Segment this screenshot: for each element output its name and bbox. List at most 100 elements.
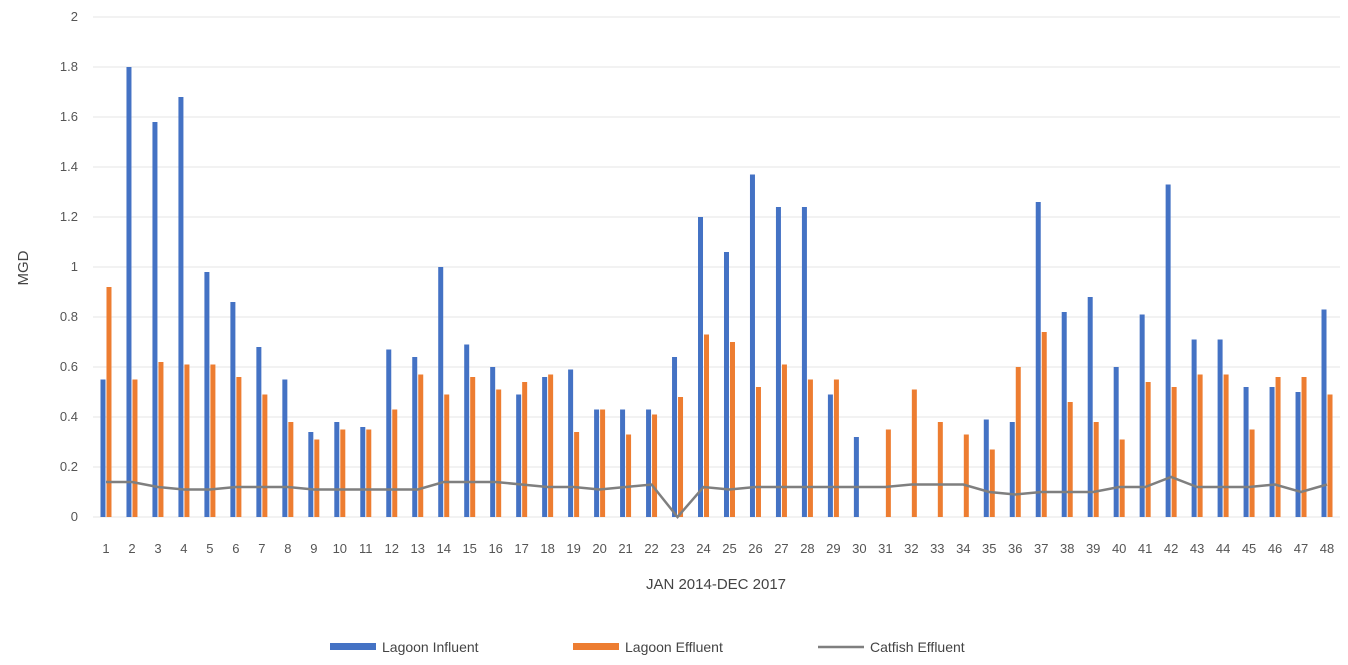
x-tick-label: 25	[722, 541, 736, 556]
x-tick-label: 34	[956, 541, 970, 556]
lagoon-effluent-bar	[392, 409, 398, 517]
x-tick-label: 21	[618, 541, 632, 556]
lagoon-influent-bar	[1009, 422, 1015, 517]
lagoon-effluent-bar	[262, 394, 268, 517]
x-tick-label: 6	[232, 541, 239, 556]
x-tick-label: 9	[310, 541, 317, 556]
lagoon-influent-bar	[1061, 312, 1067, 517]
lagoon-influent-bar	[1113, 367, 1119, 517]
lagoon-influent-bar	[983, 419, 989, 517]
lagoon-effluent-bar	[1119, 439, 1125, 517]
y-tick-label: 0	[71, 509, 78, 524]
catfish-effluent-line	[105, 475, 1328, 519]
lagoon-influent-bar	[1243, 387, 1249, 517]
lagoon-influent-bar	[620, 409, 626, 517]
x-axis-title: JAN 2014-DEC 2017	[646, 576, 786, 593]
lagoon-influent-bar	[1139, 314, 1145, 517]
lagoon-effluent-bar	[210, 364, 216, 517]
x-tick-label: 20	[592, 541, 606, 556]
lagoon-influent-bar	[308, 432, 314, 517]
x-tick-label: 16	[488, 541, 502, 556]
lagoon-influent-bar	[698, 217, 704, 517]
lagoon-effluent-bar	[1223, 374, 1229, 517]
x-tick-label: 42	[1164, 541, 1178, 556]
x-tick-label: 23	[670, 541, 684, 556]
lagoon-effluent-bar	[496, 389, 502, 517]
lagoon-effluent-bar	[600, 409, 606, 517]
lagoon-influent-bar	[749, 174, 755, 517]
y-tick-label: 1.2	[60, 209, 78, 224]
lagoon-effluent-bar	[288, 422, 294, 517]
lagoon-effluent-bar	[807, 379, 813, 517]
lagoon-influent-bar	[256, 347, 262, 517]
lagoon-influent-bar	[1035, 202, 1041, 517]
x-tick-label: 27	[774, 541, 788, 556]
x-tick-label: 10	[333, 541, 347, 556]
lagoon-effluent-bar	[158, 362, 164, 517]
lagoon-effluent-bar	[937, 422, 943, 517]
lagoon-influent-bar	[1087, 297, 1093, 517]
x-tick-label: 18	[540, 541, 554, 556]
lagoon-effluent-bar	[444, 394, 450, 517]
x-tick-label: 8	[284, 541, 291, 556]
x-tick-label: 32	[904, 541, 918, 556]
x-tick-label: 24	[696, 541, 710, 556]
lagoon-influent-bar	[230, 302, 236, 517]
lagoon-effluent-bar	[548, 374, 554, 517]
x-tick-label: 3	[154, 541, 161, 556]
bars	[100, 67, 1333, 517]
lagoon-effluent-bar	[522, 382, 528, 517]
y-tick-label: 0.6	[60, 359, 78, 374]
lagoon-influent-bar	[152, 122, 158, 517]
x-tick-label: 15	[462, 541, 476, 556]
x-tick-label: 47	[1294, 541, 1308, 556]
lagoon-effluent-bar	[366, 429, 372, 517]
grid-lines	[93, 16, 1340, 518]
lagoon-influent-bar	[542, 377, 548, 517]
lagoon-influent-bar	[386, 349, 392, 517]
lagoon-effluent-bar	[1171, 387, 1177, 517]
lagoon-effluent-bar	[470, 377, 476, 517]
x-tick-label: 11	[359, 541, 373, 556]
lagoon-effluent-bar	[963, 434, 969, 517]
lagoon-effluent-bar	[652, 414, 658, 517]
lagoon-effluent-bar	[1301, 377, 1307, 517]
lagoon-effluent-bar	[340, 429, 346, 517]
lagoon-influent-bar	[827, 394, 833, 517]
x-tick-label: 7	[258, 541, 265, 556]
lagoon-influent-bar	[438, 267, 444, 517]
x-tick-label: 2	[128, 541, 135, 556]
x-tick-label: 46	[1268, 541, 1282, 556]
x-tick-labels: 1 2 3 4 5 6 7 8 9 10 11 12 13 14 15 16 17 18 19 20 21 22 23 24 2…	[102, 541, 1334, 556]
lagoon-influent-bar	[178, 97, 184, 517]
x-tick-label: 4	[180, 541, 187, 556]
lagoon-effluent-bar	[989, 449, 995, 517]
lagoon-effluent-bar	[1249, 429, 1255, 517]
x-tick-label: 39	[1086, 541, 1100, 556]
lagoon-influent-bar	[490, 367, 496, 517]
x-tick-label: 17	[514, 541, 528, 556]
x-tick-label: 40	[1112, 541, 1126, 556]
lagoon-effluent-bar	[1327, 394, 1333, 517]
lagoon-effluent-bar	[885, 429, 891, 517]
lagoon-effluent-bar	[755, 387, 761, 517]
legend-label: Catfish Effluent	[870, 639, 965, 655]
lagoon-influent-bar	[723, 252, 729, 517]
lagoon-effluent-bar	[236, 377, 242, 517]
y-tick-label: 0.8	[60, 309, 78, 324]
legend-swatch	[573, 643, 619, 650]
x-tick-label: 45	[1242, 541, 1256, 556]
lagoon-effluent-bar	[418, 374, 424, 517]
y-tick-label: 2	[71, 9, 78, 24]
lagoon-influent-bar	[412, 357, 418, 517]
lagoon-effluent-bar	[1093, 422, 1099, 517]
lagoon-influent-bar	[1165, 184, 1171, 517]
legend-swatch	[330, 643, 376, 650]
lagoon-influent-bar	[126, 67, 132, 517]
legend-label: Lagoon Effluent	[625, 639, 723, 655]
y-tick-label: 0.2	[60, 459, 78, 474]
x-tick-label: 13	[411, 541, 425, 556]
lagoon-influent-bar	[1217, 339, 1223, 517]
y-tick-label: 1.4	[60, 159, 78, 174]
